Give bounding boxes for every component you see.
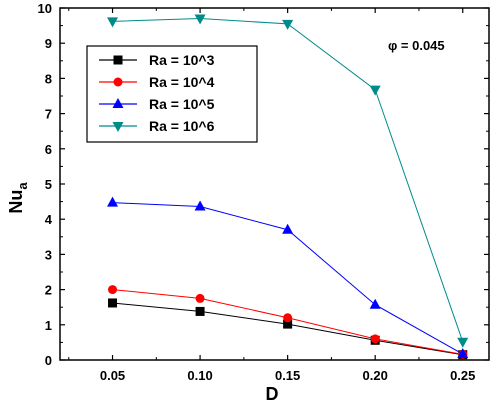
legend-marker (112, 122, 124, 132)
data-point (107, 17, 119, 28)
y-tick-label: 8 (45, 71, 52, 86)
legend-item: Ra = 10^5 (99, 96, 215, 112)
y-tick-label: 10 (38, 1, 52, 16)
y-tick-label: 6 (45, 142, 52, 157)
data-point (370, 334, 380, 344)
x-tick-label: 0.05 (100, 368, 125, 383)
series-line (112, 302, 463, 356)
legend-item: Ra = 10^6 (99, 118, 215, 134)
y-tick-label: 0 (45, 353, 52, 368)
y-tick-label: 3 (45, 247, 52, 262)
data-point (283, 319, 293, 329)
series-3 (107, 196, 469, 359)
legend-marker (113, 55, 123, 65)
y-tick-label: 7 (45, 107, 52, 122)
data-point (107, 196, 119, 207)
data-point (457, 348, 469, 359)
data-point (108, 285, 118, 295)
data-point (194, 200, 206, 211)
y-axis-title-sub: a (15, 182, 30, 190)
legend-label: Ra = 10^5 (149, 96, 215, 112)
legend-item: Ra = 10^4 (99, 74, 215, 90)
x-axis-title: D (266, 384, 279, 404)
legend-item: Ra = 10^3 (99, 52, 215, 68)
data-point (282, 19, 294, 30)
data-point (457, 337, 469, 348)
legend-marker (112, 98, 124, 108)
legend-label: Ra = 10^3 (149, 52, 215, 68)
series-2 (108, 285, 468, 359)
legend-label: Ra = 10^6 (149, 118, 215, 134)
x-tick-label: 0.15 (275, 368, 300, 383)
x-tick-label: 0.10 (187, 368, 212, 383)
data-point (369, 298, 381, 309)
legend-marker (113, 77, 123, 87)
data-point (195, 306, 205, 316)
y-axis-title-main: Nu (6, 190, 26, 214)
data-point (283, 313, 293, 323)
y-tick-label: 1 (45, 318, 52, 333)
legend-label: Ra = 10^4 (149, 74, 215, 90)
y-tick-label: 2 (45, 283, 52, 298)
y-tick-label: 9 (45, 36, 52, 51)
data-point (108, 298, 118, 308)
phi-annotation: φ = 0.045 (388, 38, 445, 53)
series-1 (108, 298, 468, 360)
series-4 (107, 14, 469, 348)
data-point (195, 293, 205, 303)
x-tick-label: 0.20 (363, 368, 388, 383)
series-layer (107, 14, 469, 360)
axes: 0 1 2 3 4 5 6 7 8 9 10 0.05 0.10 0.15 0.20 0.25 (38, 1, 490, 383)
data-point (282, 223, 294, 234)
legend: Ra = 10^3 Ra = 10^4 Ra = 10^5 Ra = 10^6 (86, 45, 258, 143)
x-tick-label: 0.25 (450, 368, 475, 383)
data-point (369, 85, 381, 96)
y-tick-label: 5 (45, 177, 52, 192)
y-axis-title: Nua (6, 182, 30, 214)
y-tick-label: 4 (45, 212, 53, 227)
data-point (194, 14, 206, 25)
